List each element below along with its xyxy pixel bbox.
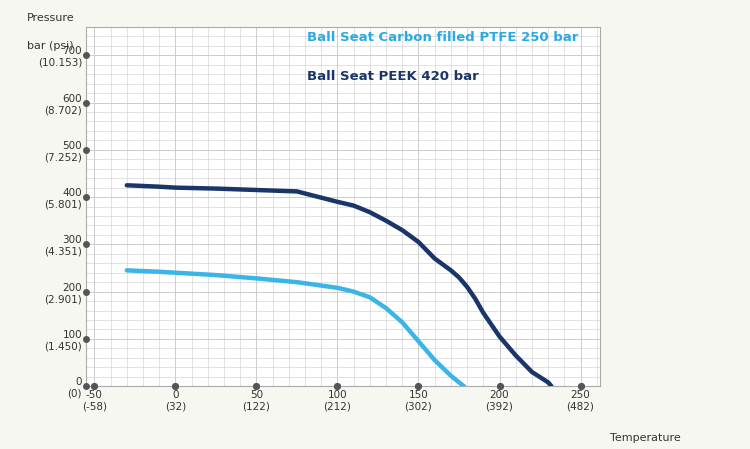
Text: Ball Seat Carbon filled PTFE 250 bar: Ball Seat Carbon filled PTFE 250 bar — [308, 31, 578, 44]
Text: Ball Seat PEEK 420 bar: Ball Seat PEEK 420 bar — [308, 70, 479, 83]
Text: bar (psi): bar (psi) — [27, 41, 74, 51]
Text: Pressure: Pressure — [27, 13, 75, 23]
Text: Temperature: Temperature — [610, 433, 681, 443]
